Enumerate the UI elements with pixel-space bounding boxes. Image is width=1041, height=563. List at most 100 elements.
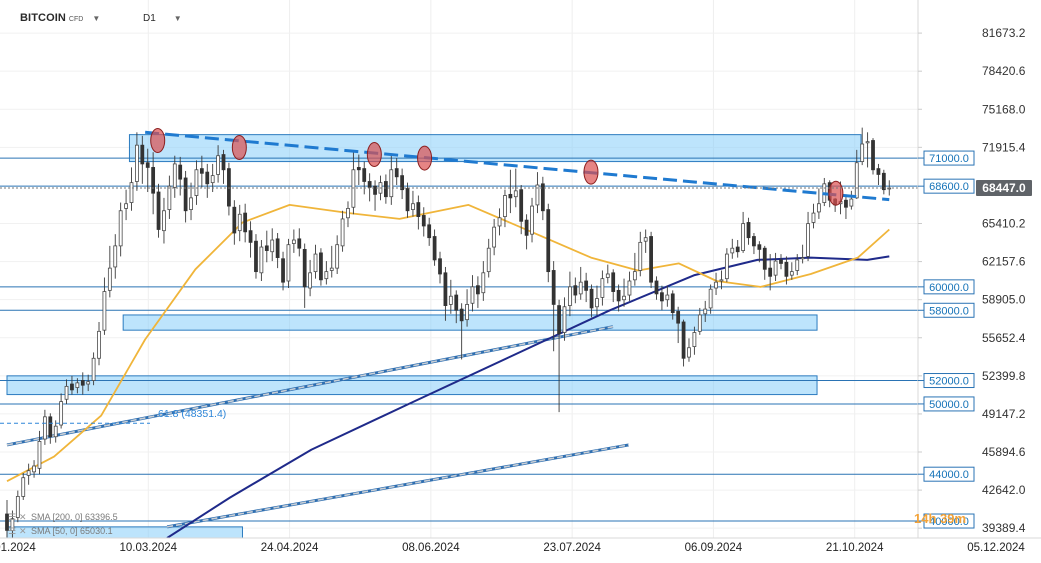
candle-body xyxy=(308,272,312,289)
sma50-line xyxy=(6,203,890,482)
candle-body xyxy=(681,321,686,359)
candle-body xyxy=(757,244,762,250)
level-tag-box xyxy=(923,302,975,318)
candle-body xyxy=(687,347,691,358)
settings-icon[interactable]: ☰ xyxy=(8,513,16,523)
candle-body xyxy=(789,271,794,276)
candle-body xyxy=(611,272,616,292)
candle-body xyxy=(15,496,20,518)
candle-body xyxy=(865,141,870,144)
candle-body xyxy=(800,257,805,260)
candle-body xyxy=(481,272,486,294)
candle-body xyxy=(557,305,561,335)
candle-body xyxy=(513,190,518,198)
candle-body xyxy=(21,477,26,497)
date-tick-label: 21.10.2024 xyxy=(826,542,884,554)
candle-body xyxy=(784,261,789,277)
candle-body xyxy=(221,154,226,171)
candle-body xyxy=(172,163,177,188)
date-tick-label: 05.12.2024 xyxy=(967,542,1025,554)
candle-body xyxy=(48,416,53,438)
candle-body xyxy=(237,213,242,232)
candle-body xyxy=(129,182,134,203)
chevron-down-icon[interactable]: ▼ xyxy=(92,13,101,23)
candle-body xyxy=(140,144,145,165)
candle-body xyxy=(42,416,47,440)
candle-body xyxy=(210,175,215,184)
candle-body xyxy=(313,253,318,273)
price-zone xyxy=(6,375,818,396)
candle-body xyxy=(351,169,356,208)
candle-body xyxy=(503,195,507,218)
candle-body xyxy=(448,295,453,305)
candle-body xyxy=(486,247,491,273)
candle-body xyxy=(389,169,394,198)
candle-body xyxy=(676,311,681,324)
candle-body xyxy=(660,292,664,302)
candle-body xyxy=(53,425,58,438)
candle-body xyxy=(627,280,632,296)
candle-body xyxy=(162,210,166,232)
remove-icon[interactable]: ✕ xyxy=(19,513,27,523)
candle-body xyxy=(551,270,556,305)
candle-body xyxy=(881,172,886,191)
candle-body xyxy=(373,185,377,195)
candle-body xyxy=(189,197,193,210)
candle-body xyxy=(638,241,643,271)
candle-body xyxy=(530,205,534,235)
candle-body xyxy=(183,177,188,212)
candle-body xyxy=(400,175,405,191)
candle-body xyxy=(578,281,583,295)
candle-body xyxy=(383,181,388,198)
date-tick-label: 24.04.2024 xyxy=(261,542,319,554)
candle-body xyxy=(546,209,551,273)
candle-body xyxy=(75,382,80,388)
sma50-label: SMA [50, 0] 65030.1 xyxy=(31,526,113,536)
price-axis[interactable]: 81673.2 78420.6 75168.0 71915.4 65410.2 62157… xyxy=(918,26,1026,535)
price-tick-label: 78420.6 xyxy=(982,64,1026,78)
sma50-legend-item[interactable]: ☰ ✕ SMA [50, 0] 65030.1 xyxy=(8,526,113,537)
chevron-down-icon[interactable]: ▼ xyxy=(173,13,182,23)
candle-body xyxy=(270,239,275,253)
candle-body xyxy=(405,188,410,212)
candle-body xyxy=(324,271,329,280)
candle-body xyxy=(346,208,350,219)
candle-body xyxy=(708,288,713,309)
candle-body xyxy=(616,289,621,302)
level-tag-label: 52000.0 xyxy=(929,376,969,388)
remove-icon[interactable]: ✕ xyxy=(19,527,27,537)
level-tag-label: 50000.0 xyxy=(929,399,969,411)
candle-body xyxy=(816,203,821,213)
date-tick-label: 10.03.2024 xyxy=(120,542,178,554)
candle-body xyxy=(519,189,524,222)
candle-body xyxy=(135,144,139,182)
candle-body xyxy=(107,267,112,291)
candle-body xyxy=(86,381,91,385)
candle-body xyxy=(622,295,626,301)
candle-body xyxy=(64,385,69,400)
candle-body xyxy=(762,247,767,270)
candle-body xyxy=(573,285,578,296)
peak-marker xyxy=(231,135,247,161)
sma200-legend-item[interactable]: ☰ ✕ SMA [200, 0] 63396.5 xyxy=(8,512,118,523)
settings-icon[interactable]: ☰ xyxy=(8,527,16,537)
candle-body xyxy=(113,245,118,268)
candle-body xyxy=(97,330,101,359)
candle-body xyxy=(291,239,296,244)
date-tick-label: 08.06.2024 xyxy=(402,542,460,554)
support-trendlines xyxy=(6,325,629,529)
time-axis[interactable]: 25.01.2024 10.03.2024 24.04.2024 08.06.2024… xyxy=(0,542,1025,554)
candle-body xyxy=(589,288,594,309)
candle-body xyxy=(811,212,816,223)
level-tag-label: 44000.0 xyxy=(929,469,969,481)
candle-body xyxy=(595,298,599,308)
level-tag-box xyxy=(923,513,975,529)
sma200-label: SMA [200, 0] 63396.5 xyxy=(31,512,118,522)
symbol-selector[interactable]: BITCOIN CFD ▼ xyxy=(20,9,100,27)
candle-body xyxy=(37,441,42,469)
candle-body xyxy=(854,162,859,199)
candle-body xyxy=(605,273,610,278)
timeframe-selector[interactable]: D1 ▼ xyxy=(143,9,182,27)
candle-body xyxy=(243,212,248,233)
